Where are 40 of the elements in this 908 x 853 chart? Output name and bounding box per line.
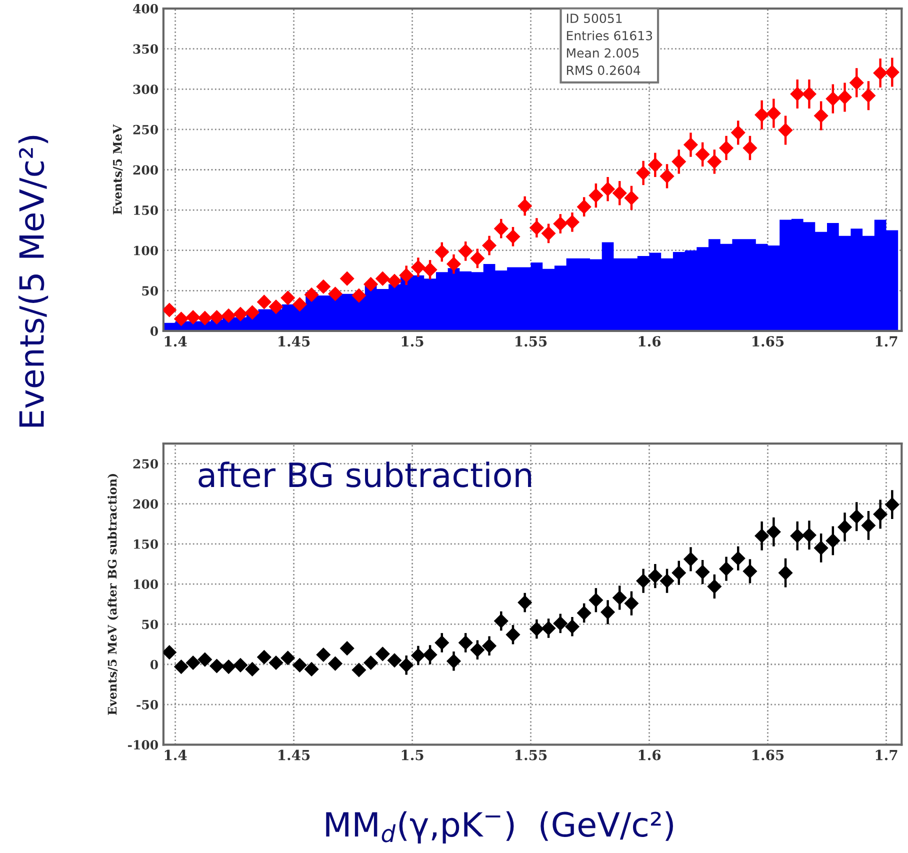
x-axis-title: MM$_{d}$(γ,pK$^{−}$) (GeV/c²): [326, 811, 673, 844]
y-tick-label: 250: [133, 124, 158, 134]
x-tick-label: 1.4: [164, 750, 187, 760]
y-tick-label: 0: [150, 660, 158, 670]
x-tick-label: 1.45: [278, 750, 310, 760]
y-tick-label: 250: [133, 459, 158, 469]
y-tick-label: -50: [136, 700, 158, 710]
annotation: RMS 0.2604: [566, 66, 640, 76]
y-tick-label: 400: [133, 4, 158, 14]
annotation: Mean 2.005: [566, 48, 638, 58]
annotation: Entries 61613: [566, 30, 652, 40]
y-tick-label: 100: [134, 580, 158, 590]
y-tick-label: 200: [133, 499, 158, 509]
y-tick-label: 50: [142, 286, 158, 296]
x-tick-label: 1.45: [278, 336, 310, 347]
x-tick-label: 1.5: [402, 336, 424, 347]
annotation: ID 50051: [566, 14, 622, 24]
x-tick-label: 1.4: [164, 336, 187, 347]
x-tick-label: 1.7: [876, 336, 898, 347]
y-tick-label: 50: [142, 620, 158, 630]
x-tick-label: 1.7: [876, 750, 898, 760]
text: Events/(5 MeV/c²): [18, 136, 48, 427]
x-tick-label: 1.6: [638, 750, 661, 760]
y-axis-title: Events/5 MeV (after BG subtraction): [108, 474, 118, 715]
y-tick-label: 150: [134, 539, 158, 549]
y-axis-title: Events/5 MeV: [113, 124, 123, 214]
x-tick-label: 1.55: [516, 336, 547, 347]
x-tick-label: 1.65: [752, 336, 784, 347]
y-tick-label: 150: [134, 206, 158, 215]
y-tick-label: 350: [133, 44, 158, 54]
x-tick-label: 1.6: [638, 336, 661, 347]
y-tick-label: 300: [133, 84, 158, 94]
y-tick-label: 200: [133, 165, 158, 175]
x-tick-label: 1.55: [516, 750, 547, 760]
y-tick-label: 100: [134, 246, 158, 256]
y-tick-label: 0: [150, 326, 158, 336]
annotation: after BG subtraction: [198, 462, 532, 488]
x-tick-label: 1.65: [752, 750, 784, 760]
x-tick-label: 1.5: [402, 750, 424, 760]
y-tick-label: -100: [128, 740, 158, 750]
